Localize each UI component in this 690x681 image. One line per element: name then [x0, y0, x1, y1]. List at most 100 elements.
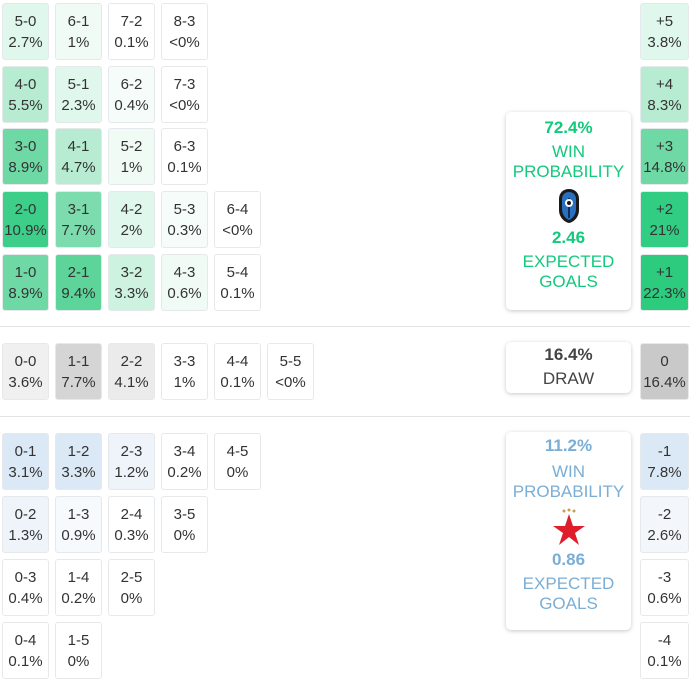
home-score-cell-label: 4-3	[173, 263, 196, 281]
home-goal-diff-cell-percent: 8.3%	[647, 96, 682, 114]
home-score-cell: 6-1 1%	[55, 3, 102, 60]
home-probability-label: PROBABILITY	[512, 162, 625, 181]
away-team-card: 11.2% WIN PROBABILITY 0.86 EXPECTED GOAL…	[506, 432, 631, 630]
away-score-cell-label: 1-3	[67, 505, 90, 523]
slavia-red-star-icon	[552, 508, 586, 548]
away-goal-diff-cell: -2 2.6%	[640, 496, 689, 553]
draw-card: 16.4% DRAW	[506, 342, 631, 393]
draw-goal-diff-cell: 0 16.4%	[640, 343, 689, 400]
draw-score-cell-percent: 0.1%	[220, 373, 255, 391]
draw-score-cell-label: 5-5	[279, 352, 302, 370]
home-score-cell-label: 6-2	[120, 75, 143, 93]
home-goal-diff-cell-percent: 22.3%	[643, 284, 686, 302]
away-score-cell: 3-4 0.2%	[161, 433, 208, 490]
away-score-cell: 0-2 1.3%	[2, 496, 49, 553]
draw-score-cell: 1-1 7.7%	[55, 343, 102, 400]
home-score-cell: 7-2 0.1%	[108, 3, 155, 60]
home-score-cell: 5-0 2.7%	[2, 3, 49, 60]
home-score-cell: 1-0 8.9%	[2, 254, 49, 311]
draw-score-cell-label: 1-1	[67, 352, 90, 370]
home-score-cell: 6-3 0.1%	[161, 128, 208, 185]
draw-score-cell-percent: 7.7%	[61, 373, 96, 391]
away-score-cell-percent: 0.2%	[167, 463, 202, 481]
home-score-cell: 4-1 4.7%	[55, 128, 102, 185]
draw-score-cell-percent: 4.1%	[114, 373, 149, 391]
home-score-cell: 4-2 2%	[108, 191, 155, 248]
home-goal-diff-cell-label: +1	[655, 263, 674, 281]
away-score-cell: 3-5 0%	[161, 496, 208, 553]
home-score-cell-label: 6-3	[173, 137, 196, 155]
home-score-cell-percent: 2.7%	[8, 33, 43, 51]
home-score-cell-percent: 0.1%	[220, 284, 255, 302]
away-score-cell-label: 2-5	[120, 568, 143, 586]
home-goal-diff-cell-percent: 21%	[649, 221, 680, 239]
home-score-cell-percent: 0.3%	[167, 221, 202, 239]
away-score-cell: 0-4 0.1%	[2, 622, 49, 679]
away-score-cell-label: 2-4	[120, 505, 143, 523]
home-score-cell-label: 8-3	[173, 12, 196, 30]
home-goal-diff-cell-label: +5	[655, 12, 674, 30]
away-score-cell: 1-3 0.9%	[55, 496, 102, 553]
home-score-cell: 5-4 0.1%	[214, 254, 261, 311]
draw-probability: 16.4%	[544, 345, 593, 364]
away-goal-diff-cell: -3 0.6%	[640, 559, 689, 616]
away-goal-diff-cell-label: -3	[657, 568, 672, 586]
home-score-cell-label: 7-2	[120, 12, 143, 30]
home-expected-goals: 2.46	[551, 228, 586, 247]
away-score-cell-percent: 0%	[120, 589, 143, 607]
away-score-cell-label: 2-3	[120, 442, 143, 460]
away-goal-diff-cell-percent: 2.6%	[647, 526, 682, 544]
away-score-cell-label: 0-1	[14, 442, 37, 460]
draw-label: DRAW	[542, 369, 595, 388]
away-score-cell: 4-5 0%	[214, 433, 261, 490]
home-score-cell-label: 5-0	[14, 12, 37, 30]
home-goal-diff-cell-label: +3	[655, 137, 674, 155]
home-win-probability: 72.4%	[544, 118, 593, 137]
home-score-cell: 3-1 7.7%	[55, 191, 102, 248]
away-goal-diff-cell-percent: 0.1%	[647, 652, 682, 670]
home-score-cell-percent: 4.7%	[61, 158, 96, 176]
away-score-cell-percent: 3.1%	[8, 463, 43, 481]
home-score-cell: 6-4 <0%	[214, 191, 261, 248]
home-score-cell: 8-3 <0%	[161, 3, 208, 60]
divider-bottom	[0, 416, 690, 417]
draw-score-cell-label: 0-0	[14, 352, 37, 370]
home-goal-diff-cell: +4 8.3%	[640, 66, 689, 123]
home-score-cell: 3-0 8.9%	[2, 128, 49, 185]
away-score-cell-label: 3-4	[173, 442, 196, 460]
home-score-cell-label: 2-1	[67, 263, 90, 281]
home-score-cell-percent: 8.9%	[8, 158, 43, 176]
home-score-cell-label: 5-2	[120, 137, 143, 155]
draw-score-cell-label: 2-2	[120, 352, 143, 370]
away-score-cell: 0-1 3.1%	[2, 433, 49, 490]
draw-score-cell: 4-4 0.1%	[214, 343, 261, 400]
away-expected-goals: 0.86	[551, 550, 586, 569]
home-score-cell: 5-3 0.3%	[161, 191, 208, 248]
home-score-cell-percent: 0.1%	[167, 158, 202, 176]
away-score-cell: 2-5 0%	[108, 559, 155, 616]
home-score-cell: 2-0 10.9%	[2, 191, 49, 248]
home-goal-diff-cell-percent: 14.8%	[643, 158, 686, 176]
home-score-cell-label: 5-1	[67, 75, 90, 93]
away-score-cell: 0-3 0.4%	[2, 559, 49, 616]
home-score-cell-label: 4-2	[120, 200, 143, 218]
home-score-cell: 2-1 9.4%	[55, 254, 102, 311]
draw-score-cell: 3-3 1%	[161, 343, 208, 400]
home-score-cell-percent: 0.4%	[114, 96, 149, 114]
away-win-label: WIN	[551, 462, 586, 481]
away-win-probability: 11.2%	[544, 436, 593, 455]
divider-top	[0, 326, 690, 327]
home-win-label: WIN	[551, 142, 586, 161]
home-score-cell-label: 3-1	[67, 200, 90, 218]
home-score-cell-percent: 1%	[120, 158, 143, 176]
away-score-cell-label: 3-5	[173, 505, 196, 523]
away-goal-diff-cell-label: -1	[657, 442, 672, 460]
away-score-cell-percent: 0.3%	[114, 526, 149, 544]
away-score-cell-label: 1-4	[67, 568, 90, 586]
home-score-cell-label: 4-1	[67, 137, 90, 155]
away-goal-diff-cell: -1 7.8%	[640, 433, 689, 490]
home-score-cell-percent: 0.1%	[114, 33, 149, 51]
home-score-cell-label: 1-0	[14, 263, 37, 281]
home-score-cell-label: 7-3	[173, 75, 196, 93]
home-score-cell: 4-0 5.5%	[2, 66, 49, 123]
